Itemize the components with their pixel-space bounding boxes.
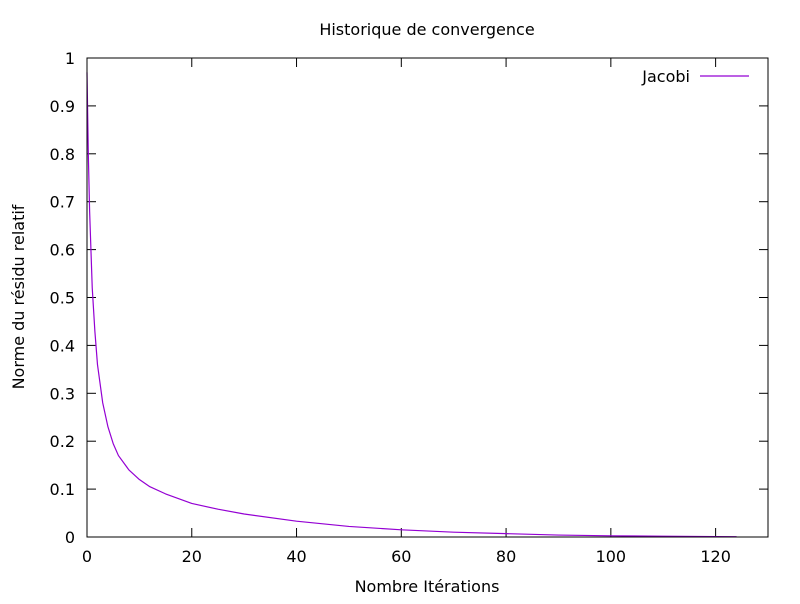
x-tick-label: 40 (286, 547, 306, 566)
y-tick-label: 0.5 (50, 289, 75, 308)
x-tick-label: 80 (496, 547, 516, 566)
y-tick-label: 0.2 (50, 432, 75, 451)
x-tick-label: 120 (700, 547, 731, 566)
y-tick-label: 0.6 (50, 241, 75, 260)
y-tick-label: 0.7 (50, 193, 75, 212)
x-tick-label: 100 (596, 547, 627, 566)
y-tick-label: 0.1 (50, 480, 75, 499)
y-tick-label: 0 (65, 528, 75, 547)
x-tick-label: 20 (182, 547, 202, 566)
series-line-jacobi (86, 72, 737, 538)
plot-frame (86, 57, 769, 538)
y-tick-label: 1 (65, 49, 75, 68)
legend-label: Jacobi (641, 67, 690, 86)
x-axis-label: Nombre Itérations (355, 577, 500, 596)
y-tick-label: 0.9 (50, 97, 75, 116)
chart-title: Historique de convergence (319, 20, 534, 39)
ticks-layer: 0 20 40 60 80 100 120 0 0.1 0.2 0.3 0.4 0.5 0.6 0.7 0.8… (50, 49, 768, 566)
series-layer (86, 72, 737, 538)
y-axis-label: Norme du résidu relatif (9, 204, 28, 389)
y-tick-label: 0.4 (50, 336, 75, 355)
x-tick-label: 60 (391, 547, 411, 566)
y-tick-label: 0.8 (50, 145, 75, 164)
x-tick-label: 0 (82, 547, 92, 566)
y-tick-label: 0.3 (50, 384, 75, 403)
legend: Jacobi (641, 67, 749, 86)
